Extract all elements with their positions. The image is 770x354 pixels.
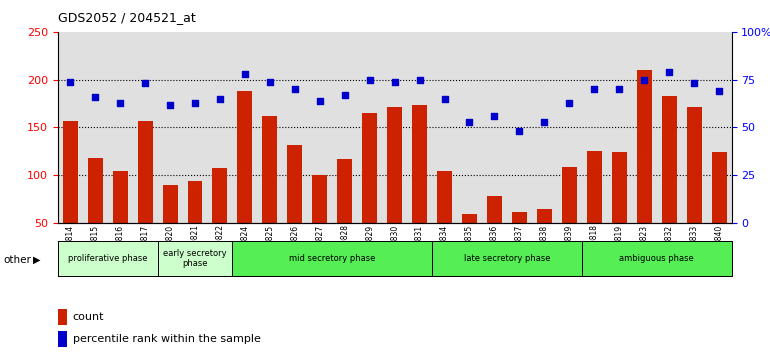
- Bar: [58, 309, 67, 325]
- Bar: [237, 91, 253, 223]
- Bar: [58, 331, 67, 347]
- Text: ▶: ▶: [33, 255, 41, 265]
- Point: [263, 79, 276, 84]
- Bar: [58, 241, 158, 276]
- Bar: [432, 241, 582, 276]
- Text: percentile rank within the sample: percentile rank within the sample: [72, 334, 260, 344]
- Point: [488, 113, 500, 119]
- Bar: [462, 215, 477, 223]
- Point: [638, 77, 651, 82]
- Bar: [138, 121, 152, 223]
- Text: ambiguous phase: ambiguous phase: [619, 254, 694, 263]
- Bar: [337, 159, 352, 223]
- Bar: [637, 70, 651, 223]
- Point: [89, 94, 102, 100]
- Point: [289, 86, 301, 92]
- Point: [588, 86, 601, 92]
- Bar: [162, 185, 178, 223]
- Bar: [233, 241, 432, 276]
- Point: [339, 92, 351, 98]
- Point: [538, 119, 551, 125]
- Bar: [661, 96, 677, 223]
- Text: GDS2052 / 204521_at: GDS2052 / 204521_at: [58, 11, 196, 24]
- Point: [64, 79, 76, 84]
- Point: [563, 100, 575, 105]
- Bar: [112, 171, 128, 223]
- Point: [189, 100, 201, 105]
- Bar: [537, 209, 552, 223]
- Bar: [158, 241, 233, 276]
- Bar: [188, 181, 203, 223]
- Point: [613, 86, 625, 92]
- Bar: [387, 107, 402, 223]
- Point: [388, 79, 400, 84]
- Point: [139, 81, 151, 86]
- Bar: [287, 145, 303, 223]
- Bar: [362, 113, 377, 223]
- Bar: [711, 152, 727, 223]
- Bar: [412, 104, 427, 223]
- Bar: [487, 196, 502, 223]
- Point: [363, 77, 376, 82]
- Bar: [88, 158, 102, 223]
- Bar: [512, 212, 527, 223]
- Point: [413, 77, 426, 82]
- Bar: [587, 152, 601, 223]
- Point: [514, 129, 526, 134]
- Text: late secretory phase: late secretory phase: [464, 254, 551, 263]
- Bar: [313, 175, 327, 223]
- Point: [464, 119, 476, 125]
- Point: [239, 71, 251, 77]
- Text: other: other: [4, 255, 32, 265]
- Point: [313, 98, 326, 103]
- Bar: [62, 121, 78, 223]
- Point: [438, 96, 450, 102]
- Bar: [687, 107, 701, 223]
- Point: [214, 96, 226, 102]
- Text: proliferative phase: proliferative phase: [68, 254, 147, 263]
- Text: mid secretory phase: mid secretory phase: [289, 254, 376, 263]
- Bar: [437, 171, 452, 223]
- Text: early secretory
phase: early secretory phase: [163, 249, 227, 268]
- Point: [114, 100, 126, 105]
- Text: count: count: [72, 312, 104, 322]
- Bar: [213, 167, 227, 223]
- Point: [688, 81, 700, 86]
- Point: [164, 102, 176, 107]
- Point: [663, 69, 675, 75]
- Bar: [562, 167, 577, 223]
- Bar: [582, 241, 732, 276]
- Bar: [611, 152, 627, 223]
- Bar: [263, 116, 277, 223]
- Point: [713, 88, 725, 94]
